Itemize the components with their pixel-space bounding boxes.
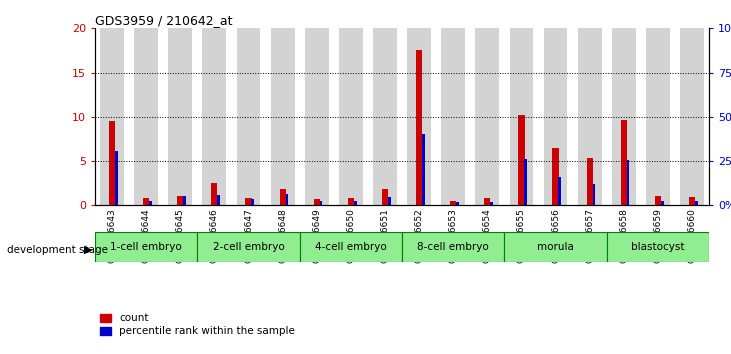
Bar — [558, 177, 561, 205]
Text: 8-cell embryo: 8-cell embryo — [417, 242, 489, 252]
Bar — [661, 201, 664, 205]
Bar — [491, 202, 493, 205]
Bar — [286, 194, 288, 205]
Bar — [251, 199, 254, 205]
Bar — [593, 184, 595, 205]
Bar — [211, 183, 218, 205]
Bar — [300, 232, 402, 262]
Bar — [626, 160, 629, 205]
Bar — [402, 232, 504, 262]
Bar — [680, 28, 704, 205]
Bar — [95, 232, 197, 262]
Bar — [143, 198, 149, 205]
Bar — [115, 152, 118, 205]
Bar — [612, 28, 636, 205]
Bar — [197, 232, 300, 262]
Text: development stage: development stage — [7, 245, 108, 255]
Bar — [305, 28, 329, 205]
Text: GDS3959 / 210642_at: GDS3959 / 210642_at — [95, 14, 232, 27]
Bar — [109, 121, 115, 205]
Bar — [510, 28, 534, 205]
Legend: count, percentile rank within the sample: count, percentile rank within the sample — [100, 313, 295, 336]
Bar — [270, 28, 295, 205]
Bar — [373, 28, 397, 205]
Bar — [456, 202, 459, 205]
Text: ▶: ▶ — [84, 245, 93, 255]
Bar — [237, 28, 260, 205]
Bar — [450, 201, 456, 205]
Bar — [607, 232, 709, 262]
Bar — [382, 189, 388, 205]
Text: 1-cell embryo: 1-cell embryo — [110, 242, 182, 252]
Bar — [524, 159, 527, 205]
Bar — [100, 28, 124, 205]
Bar — [621, 120, 627, 205]
Bar — [246, 198, 251, 205]
Bar — [442, 28, 465, 205]
Bar — [646, 28, 670, 205]
Bar — [388, 198, 390, 205]
Bar — [168, 28, 192, 205]
Bar — [416, 51, 423, 205]
Bar — [202, 28, 227, 205]
Text: 2-cell embryo: 2-cell embryo — [213, 242, 284, 252]
Bar — [183, 195, 186, 205]
Bar — [553, 148, 558, 205]
Bar — [484, 198, 491, 205]
Bar — [149, 201, 152, 205]
Bar — [217, 195, 220, 205]
Text: morula: morula — [537, 242, 574, 252]
Bar — [407, 28, 431, 205]
Bar — [655, 195, 661, 205]
Bar — [695, 201, 697, 205]
Bar — [422, 133, 425, 205]
Bar — [544, 28, 567, 205]
Bar — [354, 201, 357, 205]
Bar — [135, 28, 158, 205]
Bar — [577, 28, 602, 205]
Bar — [348, 198, 354, 205]
Bar — [689, 198, 695, 205]
Bar — [504, 232, 607, 262]
Bar — [319, 201, 322, 205]
Text: 4-cell embryo: 4-cell embryo — [315, 242, 387, 252]
Bar — [339, 28, 363, 205]
Text: blastocyst: blastocyst — [631, 242, 685, 252]
Bar — [518, 115, 525, 205]
Bar — [586, 158, 593, 205]
Bar — [177, 196, 183, 205]
Bar — [279, 188, 286, 205]
Bar — [314, 199, 320, 205]
Bar — [475, 28, 499, 205]
